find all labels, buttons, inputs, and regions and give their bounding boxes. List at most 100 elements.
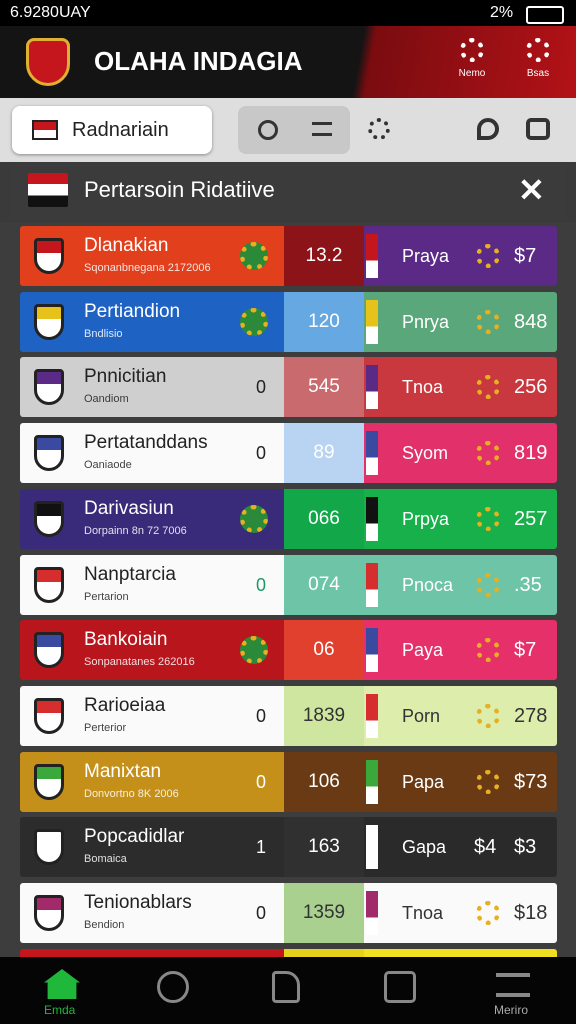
- home-icon[interactable]: [44, 969, 80, 999]
- team-cell: Pertiandion Bndlisio: [20, 291, 284, 352]
- close-button[interactable]: ✕: [518, 172, 545, 208]
- list-row[interactable]: Pnnicitian Oandiom 0 545 Tnoa 256: [20, 357, 557, 418]
- list-row[interactable]: Dlanakian Sqonanbnegana 2172006 13.2 Praya $…: [20, 226, 557, 286]
- detail-amount: .35: [514, 573, 542, 596]
- section-header: Pertarsoin Ridatiive ✕: [10, 163, 566, 220]
- team-cell: Bankoiain Sonpanatanes 262016: [20, 620, 284, 681]
- detail-icon: [476, 441, 500, 466]
- team-subtitle: Perterior: [84, 721, 127, 734]
- value-cell: 545: [284, 357, 364, 418]
- detail-icon: [476, 901, 500, 925]
- list-row[interactable]: Nanptarcia Pertarion 0 074 Pnoca .35: [20, 554, 557, 615]
- team-badge: [34, 435, 64, 472]
- team-badge: [34, 303, 64, 340]
- detail-cell: Prpya 257: [364, 488, 557, 549]
- list-row[interactable]: Tenionablars Bendion 0 1359 Tnoa $18: [20, 883, 557, 943]
- team-score: 0: [256, 903, 267, 923]
- header-action[interactable]: Bsas: [516, 38, 560, 79]
- list-row[interactable]: Rarioeiaa Perterior 0 1839 Porn 278: [20, 685, 557, 746]
- value-cell: 1359: [284, 883, 364, 943]
- list-row[interactable]: Pertiandion Bndlisio 120 Pnrya 848: [20, 291, 557, 352]
- search-text: Radnariain: [72, 119, 169, 141]
- team-badge: [34, 500, 64, 537]
- tab-icon[interactable]: [384, 971, 416, 1003]
- list-row[interactable]: Alaiana: [20, 948, 557, 957]
- detail-label: Porn: [402, 705, 441, 726]
- flag-stripe: [366, 365, 378, 410]
- detail-icon: [476, 703, 500, 728]
- toolbar: Radnariain: [0, 98, 576, 162]
- list-row[interactable]: Popcadidlar Bomaica 1 163 Gapa $4 $3: [20, 817, 557, 878]
- row-value: 120: [308, 310, 340, 332]
- header-action[interactable]: Nemo: [450, 38, 494, 79]
- team-badge: [34, 763, 64, 800]
- team-cell: Alaiana: [20, 948, 284, 957]
- team-cell: Darivasiun Dorpainn 8n 72 7006: [20, 488, 284, 549]
- app-title: OLAHA INDAGIA: [94, 46, 303, 76]
- detail-icon: [476, 506, 500, 531]
- team-subtitle: Donvortno 8K 2006: [84, 787, 179, 800]
- detail-label: Pnoca: [402, 574, 454, 595]
- status-time: 6.9280UAY: [10, 4, 91, 21]
- team-subtitle: Bomaica: [84, 853, 127, 866]
- team-cell: Pnnicitian Oandiom 0: [20, 357, 284, 418]
- list-row[interactable]: Bankoiain Sonpanatanes 262016 06 Paya $7: [20, 620, 557, 681]
- location-icon[interactable]: [477, 118, 499, 140]
- list-row[interactable]: Darivasiun Dorpainn 8n 72 7006 066 Prpya 257: [20, 488, 557, 549]
- camera-icon[interactable]: [526, 118, 550, 140]
- edit-icon[interactable]: [272, 971, 300, 1003]
- value-cell: 106: [284, 751, 364, 812]
- team-badge: [34, 632, 64, 669]
- value-cell: [284, 948, 364, 957]
- team-name: Popcadidlar: [84, 826, 185, 848]
- value-cell: 120: [284, 291, 364, 352]
- status-bar: 6.9280UAY 2%: [0, 0, 576, 26]
- view-toggle[interactable]: [238, 106, 350, 154]
- team-subtitle: Bendion: [84, 919, 125, 931]
- battery-level: 2%: [490, 4, 514, 21]
- team-subtitle: Oaniaode: [84, 459, 132, 472]
- section-title: Pertarsoin Ridatiive: [84, 177, 275, 202]
- team-name: Darivasiun: [84, 497, 174, 519]
- team-badge: [34, 829, 64, 866]
- detail-label: Tnoa: [402, 903, 444, 923]
- detail-label: Prpya: [402, 508, 450, 529]
- team-subtitle: Pertarion: [84, 590, 129, 603]
- row-value: 066: [308, 507, 340, 529]
- settings-icon[interactable]: [368, 118, 390, 140]
- team-cell: Tenionablars Bendion 0: [20, 883, 284, 943]
- row-value: 545: [308, 376, 340, 398]
- team-cell: Popcadidlar Bomaica 1: [20, 817, 284, 878]
- flag-stripe: [366, 759, 378, 804]
- team-cell: Manixtan Donvortno 8K 2006 0: [20, 751, 284, 812]
- flag-stripe: [366, 431, 378, 476]
- value-cell: 06: [284, 620, 364, 681]
- value-cell: 066: [284, 488, 364, 549]
- detail-amount: 848: [514, 310, 548, 333]
- detail-label: Praya: [402, 246, 450, 266]
- bottom-nav: Emda Meriro: [0, 957, 576, 1024]
- team-badge: [34, 238, 64, 274]
- search-chip[interactable]: Radnariain: [12, 106, 212, 154]
- list-row[interactable]: Pertatanddans Oaniaode 0 89 Syom 819: [20, 423, 557, 484]
- row-value: 163: [308, 836, 340, 858]
- team-score: 1: [256, 837, 267, 858]
- row-value: 13.2: [305, 245, 343, 266]
- menu-icon[interactable]: [496, 973, 530, 997]
- detail-cell: Tnoa 256: [364, 357, 557, 418]
- team-cell: Pertatanddans Oaniaode 0: [20, 423, 284, 484]
- list-row[interactable]: Manixtan Donvortno 8K 2006 0 106 Papa $73: [20, 751, 557, 812]
- detail-cell: Syom 819: [364, 423, 557, 484]
- team-subtitle: Bndlisio: [84, 327, 123, 340]
- search-icon: [258, 120, 278, 140]
- detail-label: Papa: [402, 771, 445, 792]
- team-score: 0: [256, 443, 267, 464]
- detail-amount: 278: [514, 704, 548, 727]
- flag-stripe: [366, 825, 378, 870]
- flag-stripe: [366, 496, 378, 541]
- detail-label: Gapa: [402, 837, 447, 858]
- detail-icon: [476, 572, 500, 597]
- team-subtitle: Sqonanbnegana 2172006: [84, 262, 211, 274]
- explore-icon[interactable]: [157, 971, 189, 1003]
- team-status-icon: [240, 504, 268, 533]
